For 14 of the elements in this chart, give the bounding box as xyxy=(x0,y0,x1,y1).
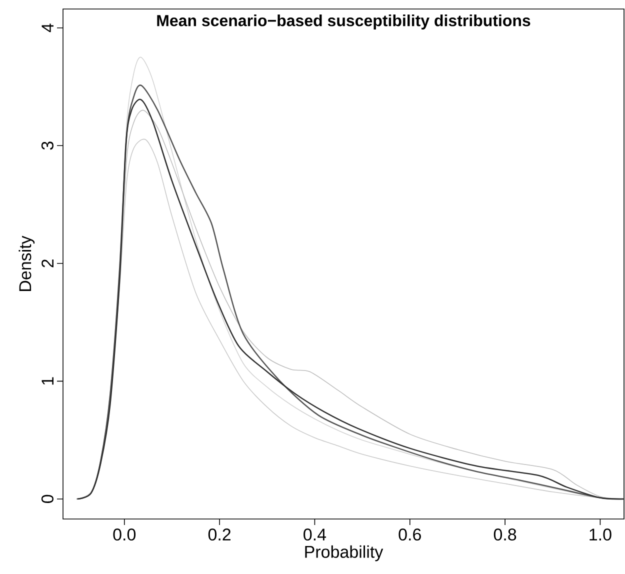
x-axis-title: Probability xyxy=(305,545,384,562)
y-tick-label: 3 xyxy=(41,142,54,150)
x-tick-label: 0.0 xyxy=(113,528,136,541)
y-tick-label: 0 xyxy=(41,494,54,504)
x-tick-label: 0.8 xyxy=(494,528,516,541)
x-tick-label: 0.4 xyxy=(304,528,326,541)
x-tick-label: 1.0 xyxy=(590,528,612,541)
y-tick-label: 1 xyxy=(42,377,54,385)
x-tick-label: 0.6 xyxy=(398,528,421,541)
x-tick-label: 0.2 xyxy=(208,528,231,541)
y-axis-title: Density xyxy=(18,236,35,291)
y-tick-label: 2 xyxy=(42,260,54,268)
y-tick-label: 4 xyxy=(42,24,54,32)
chart-title: Mean scenario−based susceptibility distributions xyxy=(157,14,530,30)
